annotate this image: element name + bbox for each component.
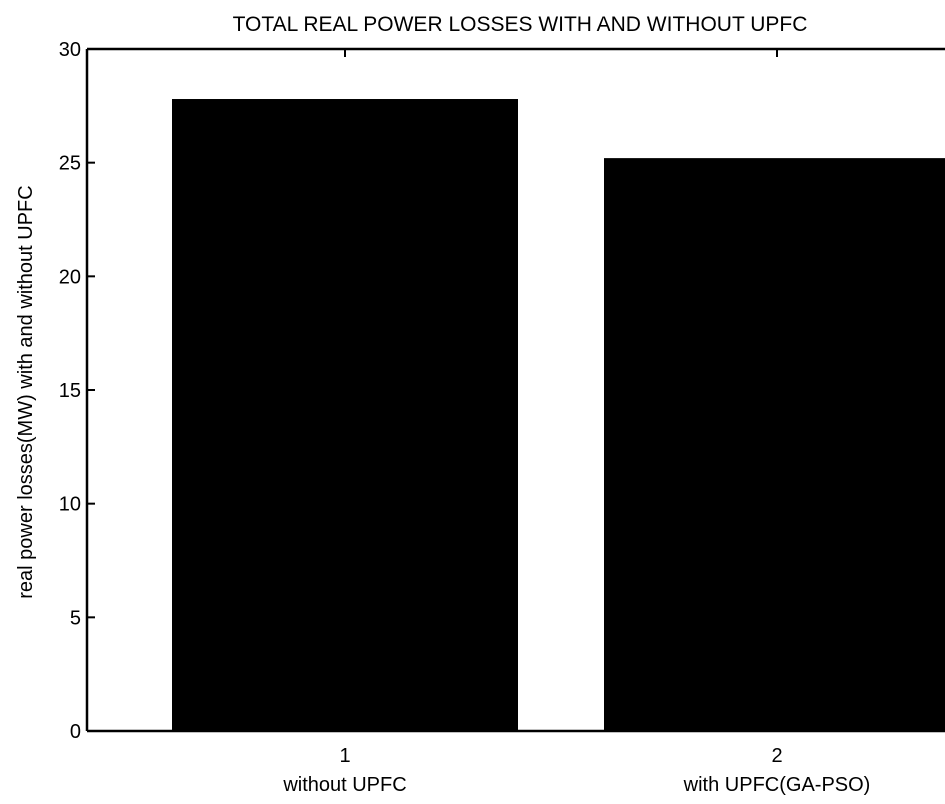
x-tick-label: 2 xyxy=(771,745,782,767)
y-tick-label: 10 xyxy=(59,494,81,516)
bar-1 xyxy=(172,99,518,732)
y-axis-label: real power losses(MW) with and without U… xyxy=(15,185,37,598)
y-tick-label: 20 xyxy=(59,266,81,288)
x-tick-label: 1 xyxy=(339,745,350,767)
category-label: without UPFC xyxy=(282,774,406,796)
bars xyxy=(172,99,945,732)
y-tick-label: 25 xyxy=(59,153,81,175)
bar-2 xyxy=(604,158,945,731)
y-tick-label: 15 xyxy=(59,380,81,402)
y-tick-label: 0 xyxy=(70,721,81,743)
category-label: with UPFC(GA-PSO) xyxy=(683,774,871,796)
y-ticks: 0 5 10 15 20 25 30 xyxy=(59,39,95,743)
y-tick-label: 30 xyxy=(59,39,81,61)
x-ticks: 1 without UPFC 2 with UPFC(GA-PSO) xyxy=(282,49,870,796)
y-tick-label: 5 xyxy=(70,607,81,629)
chart-title: TOTAL REAL POWER LOSSES WITH AND WITHOUT… xyxy=(233,13,808,36)
